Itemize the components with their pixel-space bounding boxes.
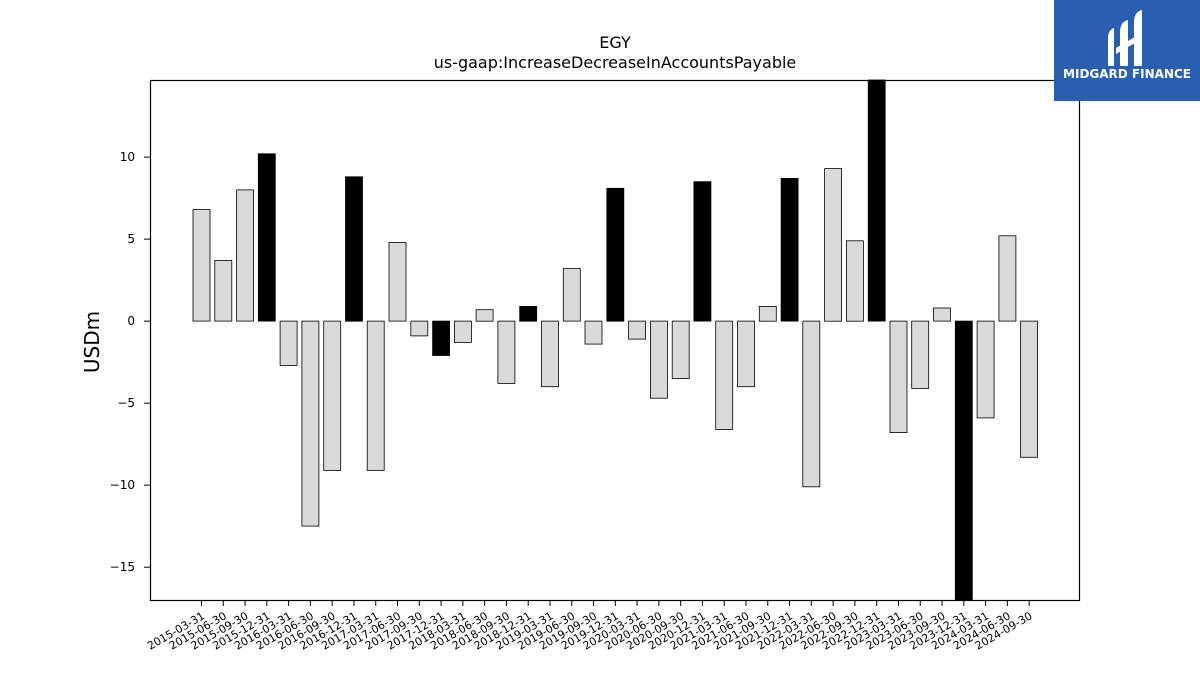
bar-2022-12-31: [867, 79, 886, 322]
bar-2018-03-31: [453, 320, 472, 343]
bar-2019-06-30: [562, 268, 581, 322]
midgard-logo: MIDGARD FINANCE: [1054, 0, 1200, 101]
bar-2023-09-30: [933, 307, 951, 322]
bar-2019-12-31: [606, 187, 625, 322]
bar-2023-06-30: [911, 320, 930, 389]
bar-2015-06-30: [214, 259, 233, 322]
y-tick-label: −10: [110, 478, 135, 492]
bar-2019-03-31: [541, 320, 559, 388]
bar-2016-12-31: [345, 176, 363, 322]
bar-2020-12-31: [693, 181, 712, 322]
bar-2017-12-31: [432, 320, 451, 356]
bar-2018-12-31: [519, 305, 538, 322]
bar-2024-09-30: [1020, 320, 1038, 458]
bar-2017-06-30: [388, 241, 407, 322]
bar-2017-09-30: [410, 320, 429, 337]
bar-2015-12-31: [257, 153, 276, 322]
bar-2021-03-31: [715, 320, 734, 430]
bar-2020-09-30: [671, 320, 690, 379]
bar-2021-09-30: [758, 305, 777, 322]
plot-frame: [149, 79, 1081, 602]
y-axis-label: USDm: [80, 311, 104, 373]
y-axis: −15 −10 −5 0 5 10: [110, 150, 150, 574]
bar-2015-09-30: [236, 189, 255, 322]
x-axis: 2015-03-312015-06-302015-09-302015-12-31…: [145, 600, 1035, 653]
logo-text: MIDGARD FINANCE: [1063, 67, 1191, 81]
bar-2017-03-31: [366, 320, 385, 471]
midgard-logo-icon: [1108, 10, 1142, 66]
bar-2024-03-31: [976, 320, 995, 419]
bar-2024-06-30: [998, 235, 1017, 322]
bar-2018-09-30: [497, 320, 516, 384]
bar-2021-06-30: [737, 320, 755, 388]
bar-2022-03-31: [802, 320, 821, 488]
bar-2019-09-30: [584, 320, 603, 345]
bar-2023-03-31: [889, 320, 908, 434]
bar-2016-06-30: [301, 320, 320, 527]
bar-2020-06-30: [650, 320, 668, 399]
y-tick-label: 5: [127, 232, 135, 246]
bar-2023-12-31: [954, 320, 973, 601]
bars-group: [192, 79, 1038, 601]
y-tick-label: −5: [117, 396, 135, 410]
y-tick-label: −15: [110, 560, 135, 574]
bar-2022-06-30: [824, 168, 842, 322]
bar-2015-03-31: [192, 209, 211, 322]
bar-2021-12-31: [780, 177, 799, 322]
y-tick-label: 10: [120, 150, 135, 164]
bar-2016-09-30: [323, 320, 342, 471]
chart-subtitle: us-gaap:IncreaseDecreaseInAccountsPayabl…: [434, 53, 797, 72]
y-tick-label: 0: [127, 314, 135, 328]
bar-2016-03-31: [279, 320, 298, 366]
bar-2018-06-30: [475, 309, 494, 322]
bar-2022-09-30: [846, 240, 864, 322]
chart-title: EGY: [599, 33, 631, 52]
bar-2020-03-31: [628, 320, 646, 340]
